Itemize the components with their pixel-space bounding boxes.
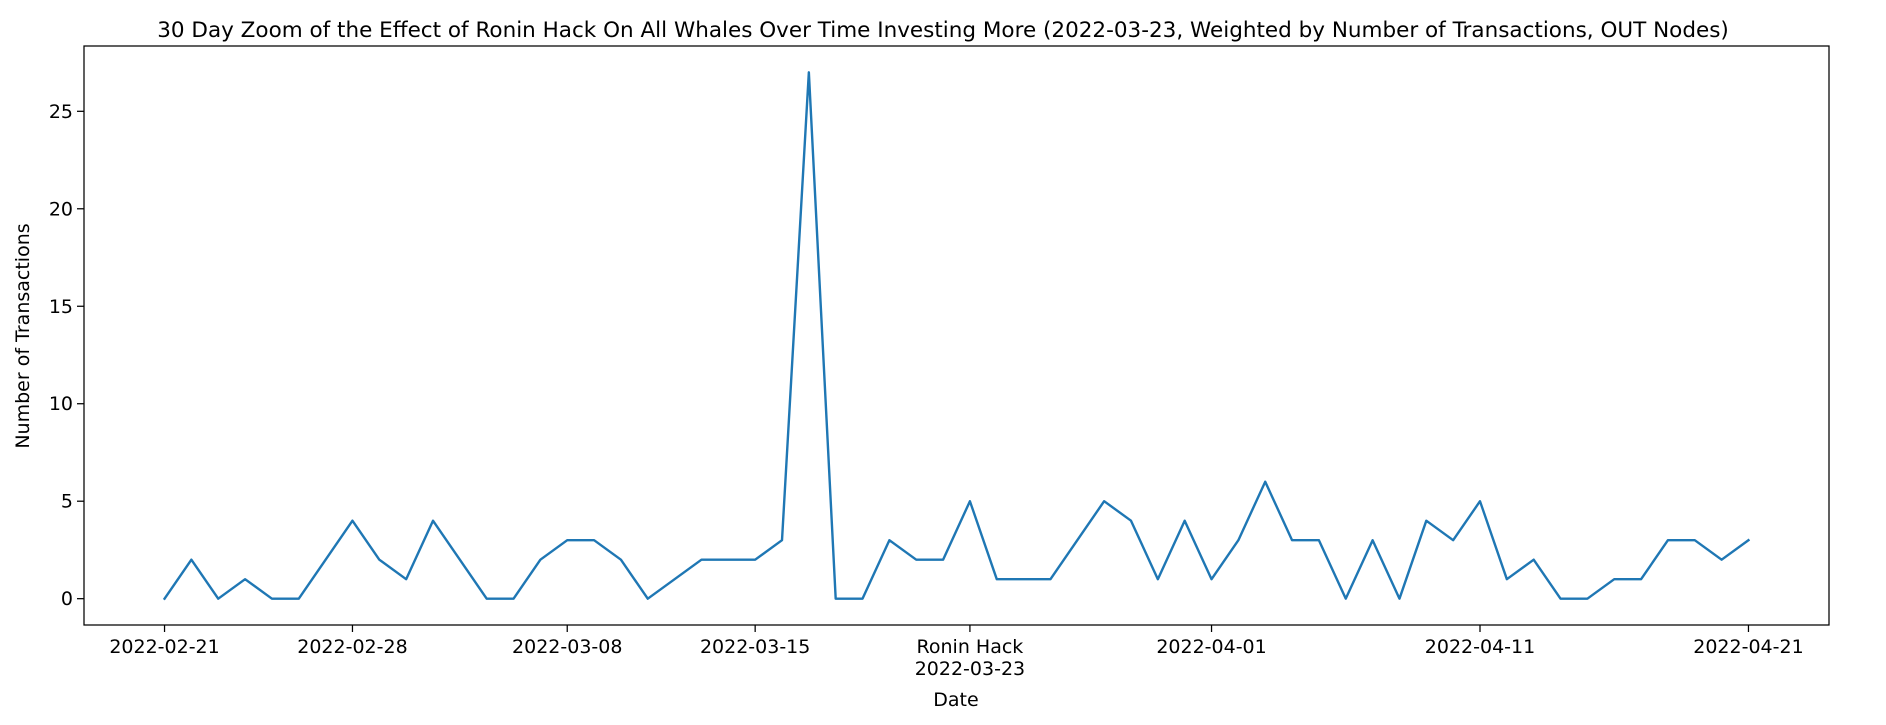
x-tick-label: 2022-02-28 xyxy=(297,636,407,658)
x-tick-label: 2022-04-11 xyxy=(1425,636,1535,658)
x-tick-label: 2022-03-08 xyxy=(512,636,622,658)
y-tick-label: 0 xyxy=(61,588,73,610)
chart-title: 30 Day Zoom of the Effect of Ronin Hack … xyxy=(157,18,1729,43)
x-axis-label: Date xyxy=(933,689,978,711)
series-line-0 xyxy=(162,71,1751,601)
x-tick-label: 2022-02-21 xyxy=(109,636,219,658)
series-layer xyxy=(162,71,1751,601)
x-tick-label: 2022-03-15 xyxy=(700,636,810,658)
x-tick-label: 2022-04-01 xyxy=(1156,636,1266,658)
y-axis: 0 5 10 15 20 25 xyxy=(49,101,84,610)
y-tick-label: 20 xyxy=(49,198,73,220)
x-tick-label: 2022-04-21 xyxy=(1693,636,1803,658)
y-axis-label: Number of Transactions xyxy=(12,223,34,448)
x-tick-label: Ronin Hack 2022-03-23 xyxy=(915,636,1025,680)
plot-area-frame xyxy=(83,45,1830,626)
y-tick-label: 10 xyxy=(49,393,73,415)
y-tick-label: 15 xyxy=(49,296,73,318)
x-axis: 2022-02-21 2022-02-28 2022-03-08 2022-03-15… xyxy=(109,625,1804,680)
y-tick-label: 25 xyxy=(49,101,73,123)
y-tick-label: 5 xyxy=(61,491,73,513)
